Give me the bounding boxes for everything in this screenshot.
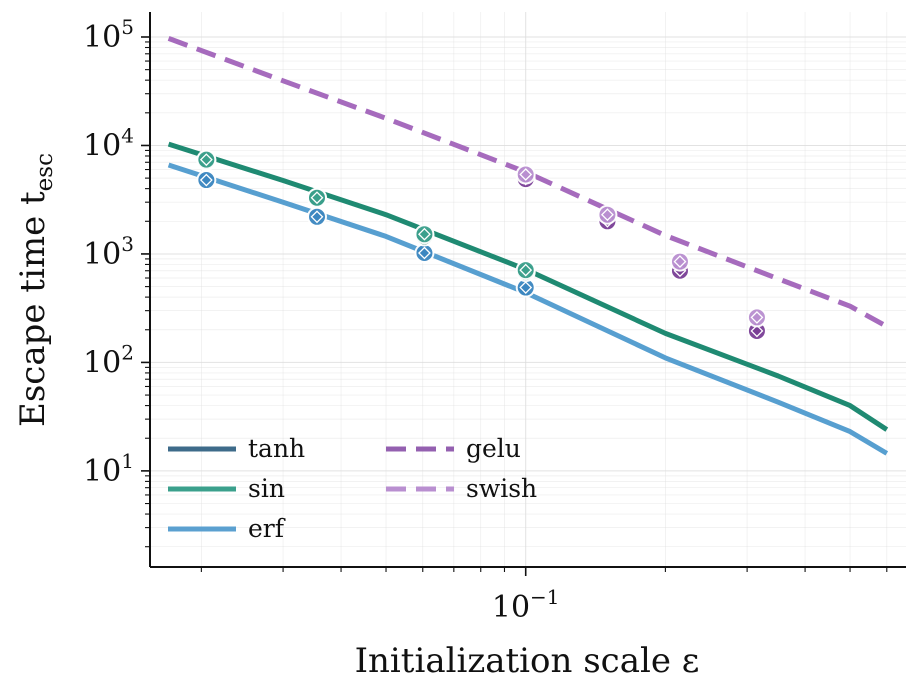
point-diamond-erf — [310, 210, 324, 224]
legend-label-sin: sin — [248, 474, 285, 503]
point-diamond-erf — [418, 246, 431, 260]
legend-label-erf: erf — [248, 514, 286, 543]
series-line-swish — [167, 36, 889, 329]
x-tick-label-exponent: −1 — [530, 585, 559, 609]
point-diamond-sin — [310, 191, 324, 205]
point-diamond-erf — [519, 281, 533, 294]
y-tick-label: 105 — [83, 15, 134, 55]
data-point-erf — [196, 170, 217, 191]
series-lines — [167, 36, 889, 456]
y-axis-label-main: Escape time t — [13, 191, 53, 427]
data-points — [196, 149, 767, 341]
y-tick-label: 102 — [83, 340, 134, 380]
legend-item-gelu: gelu — [386, 434, 521, 463]
legend-item-sin: sin — [168, 474, 285, 503]
series-line-sin — [167, 141, 889, 432]
data-point-swish — [597, 204, 618, 225]
point-diamond-swish — [750, 310, 764, 324]
point-diamond-swish — [673, 255, 687, 269]
data-point-sin — [515, 260, 536, 281]
y-tick-label-exponent: 5 — [121, 15, 134, 39]
legend-item-tanh: tanh — [168, 434, 305, 463]
legend-label-swish: swish — [466, 474, 537, 503]
y-axis-label-subscript: esc — [32, 153, 58, 191]
point-diamond-gelu — [750, 324, 764, 338]
data-point-swish — [669, 251, 690, 272]
y-tick-label: 104 — [83, 123, 134, 163]
data-point-sin — [196, 149, 217, 170]
point-diamond-swish — [601, 208, 614, 222]
data-point-sin — [414, 224, 435, 245]
y-tick-label-exponent: 3 — [121, 232, 134, 256]
y-tick-label-exponent: 4 — [121, 123, 134, 147]
x-tick-label-base: 10 — [492, 590, 530, 625]
y-tick-label-base: 10 — [83, 128, 121, 163]
point-diamond-erf — [199, 173, 213, 187]
y-tick-label-base: 10 — [83, 20, 121, 55]
grid — [150, 12, 906, 567]
y-tick-label: 101 — [83, 449, 134, 489]
y-tick-label-base: 10 — [83, 237, 121, 272]
y-axis-label: Escape time tesc — [13, 153, 58, 427]
y-tick-label-base: 10 — [83, 454, 121, 489]
legend-label-gelu: gelu — [466, 434, 521, 463]
axes — [149, 12, 906, 568]
point-diamond-swish — [519, 168, 533, 181]
legend: tanh sin erf gelu swish — [168, 434, 537, 543]
legend-item-swish: swish — [386, 474, 537, 503]
x-tick-label: 10−1 — [492, 585, 560, 625]
data-point-erf — [307, 206, 328, 227]
point-diamond-sin — [418, 227, 431, 241]
point-diamond-sin — [519, 263, 533, 277]
x-axis-label: Initialization scale ε — [355, 641, 700, 681]
legend-label-tanh: tanh — [248, 434, 305, 463]
y-tick-label-exponent: 1 — [121, 449, 134, 473]
point-diamond-sin — [199, 153, 213, 167]
data-point-swish — [515, 164, 536, 185]
series-line-erf — [167, 162, 889, 456]
legend-item-erf: erf — [168, 514, 286, 543]
data-point-swish — [746, 307, 767, 328]
y-tick-label: 103 — [83, 232, 134, 272]
data-point-erf — [414, 243, 435, 264]
y-tick-label-exponent: 2 — [121, 340, 134, 364]
data-point-sin — [307, 187, 328, 208]
y-tick-label-base: 10 — [83, 345, 121, 380]
